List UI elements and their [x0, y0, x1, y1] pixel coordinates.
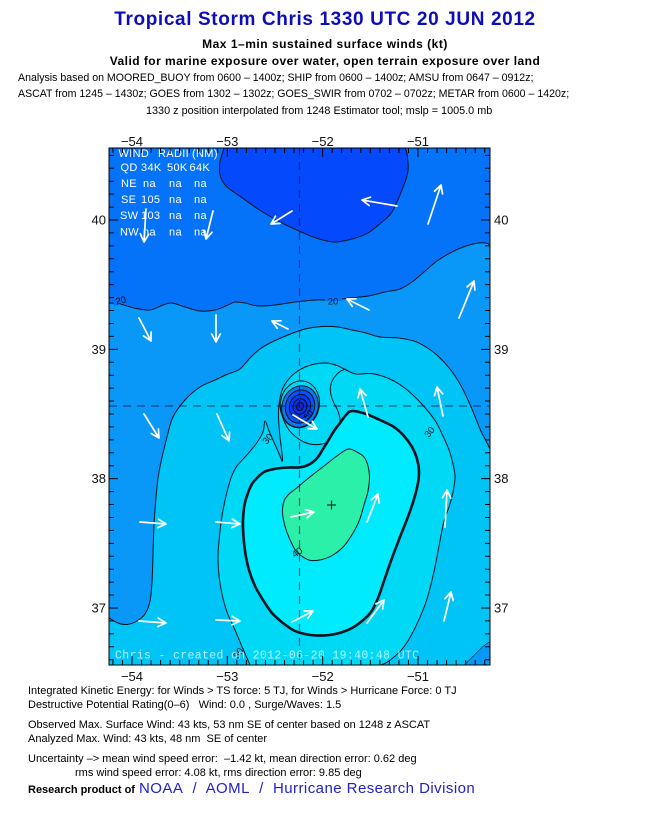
svg-text:37: 37	[92, 601, 106, 616]
svg-text:na: na	[169, 178, 182, 190]
svg-text:QD: QD	[121, 162, 138, 174]
svg-text:(NM): (NM)	[192, 148, 218, 160]
svg-text:na: na	[143, 227, 156, 239]
svg-text:105: 105	[141, 194, 160, 206]
svg-text:64K: 64K	[190, 162, 211, 174]
svg-text:SE: SE	[121, 194, 136, 206]
svg-text:Chris - created on 2012-06-20: Chris - created on 2012-06-20 19:40:48 U…	[115, 650, 419, 663]
svg-text:103: 103	[141, 210, 160, 222]
svg-text:na: na	[194, 178, 207, 190]
svg-text:na: na	[169, 210, 182, 222]
svg-text:−51: −51	[407, 669, 429, 684]
svg-text:SW: SW	[120, 210, 139, 222]
svg-text:−53: −53	[216, 134, 238, 149]
svg-text:na: na	[169, 194, 182, 206]
svg-text:39: 39	[92, 342, 106, 357]
svg-text:−52: −52	[312, 134, 334, 149]
svg-text:−54: −54	[121, 134, 143, 149]
svg-text:NW: NW	[120, 227, 139, 239]
svg-text:na: na	[194, 227, 207, 239]
svg-text:na: na	[169, 227, 182, 239]
svg-text:na: na	[194, 194, 207, 206]
svg-text:−51: −51	[407, 134, 429, 149]
svg-text:40: 40	[290, 545, 305, 560]
svg-text:40: 40	[92, 213, 106, 228]
svg-text:30: 30	[231, 646, 246, 661]
svg-text:20: 20	[114, 294, 127, 307]
svg-text:34K: 34K	[141, 162, 162, 174]
svg-text:38: 38	[494, 471, 508, 486]
svg-text:na: na	[143, 178, 156, 190]
svg-text:RADII: RADII	[158, 148, 189, 160]
svg-text:−52: −52	[312, 669, 334, 684]
svg-text:−54: −54	[121, 669, 143, 684]
svg-text:NE: NE	[121, 178, 137, 190]
svg-text:40: 40	[494, 213, 508, 228]
svg-text:37: 37	[494, 601, 508, 616]
svg-text:WIND: WIND	[119, 148, 150, 160]
svg-text:50K: 50K	[167, 162, 188, 174]
svg-text:38: 38	[92, 471, 106, 486]
svg-text:na: na	[194, 210, 207, 222]
svg-text:20: 20	[328, 297, 339, 308]
svg-text:39: 39	[494, 342, 508, 357]
svg-text:−53: −53	[216, 669, 238, 684]
